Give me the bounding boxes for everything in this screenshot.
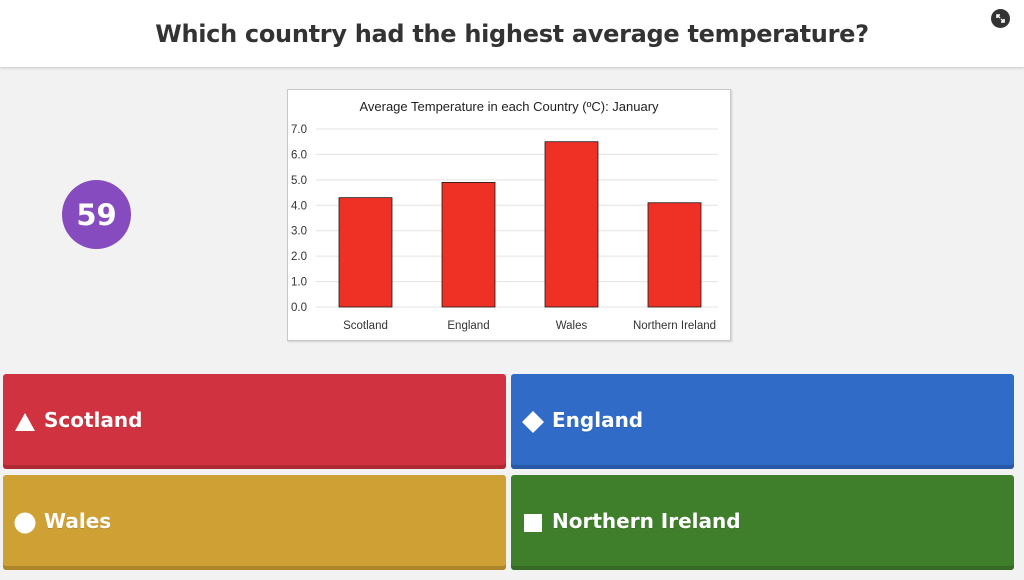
- answer-button-scotland[interactable]: Scotland: [3, 374, 506, 469]
- question-header: Which country had the highest average te…: [0, 0, 1024, 67]
- bar-scotland: [338, 197, 393, 308]
- x-tick-label: England: [447, 320, 489, 332]
- answer-button-wales[interactable]: Wales: [3, 475, 506, 570]
- x-tick-label: Northern Ireland: [633, 320, 716, 332]
- square-icon: [524, 514, 542, 532]
- countdown-timer: 59: [62, 180, 131, 249]
- bar-wales: [544, 141, 599, 308]
- y-tick-label: 6.0: [291, 149, 307, 161]
- expand-icon: [996, 14, 1005, 23]
- fullscreen-button[interactable]: [991, 9, 1010, 28]
- triangle-icon: [15, 413, 35, 431]
- y-tick-label: 2.0: [291, 251, 307, 263]
- circle-icon: [14, 512, 36, 534]
- x-tick-label: Wales: [556, 320, 588, 332]
- y-tick-label: 3.0: [291, 226, 307, 238]
- answer-button-northern-ireland[interactable]: Northern Ireland: [511, 475, 1014, 570]
- y-tick-label: 7.0: [291, 124, 307, 136]
- diamond-icon: [522, 411, 544, 433]
- x-tick-label: Scotland: [343, 320, 388, 332]
- y-tick-label: 1.0: [291, 277, 307, 289]
- question-chart: Average Temperature in each Country (ºC)…: [287, 89, 731, 341]
- chart-title: Average Temperature in each Country (ºC)…: [359, 99, 659, 114]
- bar-northern-ireland: [647, 202, 702, 308]
- question-text: Which country had the highest average te…: [155, 19, 869, 48]
- answer-label: Wales: [44, 508, 112, 533]
- bar-chart: Average Temperature in each Country (ºC)…: [291, 99, 718, 332]
- y-tick-label: 4.0: [291, 200, 307, 212]
- answer-label: Northern Ireland: [552, 508, 741, 533]
- y-tick-label: 5.0: [291, 175, 307, 187]
- answer-button-england[interactable]: England: [511, 374, 1014, 469]
- answer-label: Scotland: [44, 407, 143, 432]
- y-tick-label: 0.0: [291, 302, 307, 314]
- bar-england: [441, 182, 496, 308]
- answer-label: England: [552, 407, 644, 432]
